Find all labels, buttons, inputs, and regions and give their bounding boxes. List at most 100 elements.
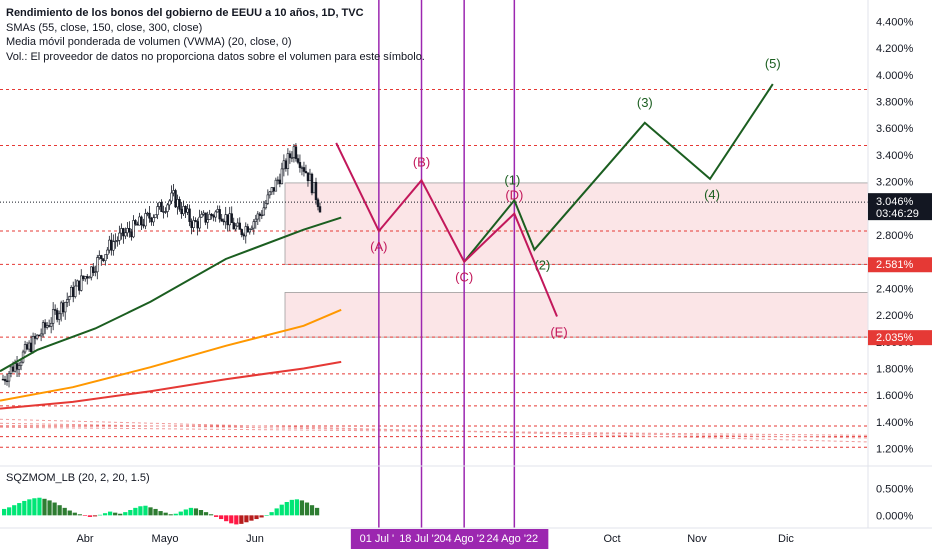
candle-body <box>202 212 205 215</box>
price-badge <box>868 193 932 221</box>
osc-bar <box>259 515 264 518</box>
candle-body <box>9 366 13 374</box>
x-tick-label: Jun <box>246 533 264 545</box>
candle-body <box>296 158 300 163</box>
candle-body <box>178 199 181 210</box>
candle-body <box>80 275 83 291</box>
candle-body <box>318 206 322 213</box>
candle-body <box>78 280 81 291</box>
candle-body <box>23 344 27 353</box>
candle-body <box>240 229 243 235</box>
candle-body <box>186 208 189 213</box>
candle-body <box>146 212 149 215</box>
oscillator-label: SQZMOM_LB (20, 2, 20, 1.5) <box>6 472 150 484</box>
wave-label: (D) <box>505 188 523 203</box>
candle-body <box>166 204 169 212</box>
candle-body <box>152 217 155 223</box>
candle-body <box>11 366 15 372</box>
candle-body <box>160 202 163 212</box>
osc-bar <box>108 511 113 516</box>
trend-line-1 <box>0 422 869 439</box>
price-badge-countdown: 03:46:29 <box>876 208 919 220</box>
osc-bar <box>309 505 315 516</box>
candle-body <box>92 266 95 273</box>
level-badge <box>868 257 932 273</box>
highlight-date-label: 24 Ago '22 <box>487 533 539 545</box>
osc-bar <box>198 510 204 516</box>
candle-body <box>222 220 225 223</box>
candle-body <box>142 224 145 227</box>
candle-body <box>310 173 314 194</box>
candle-body <box>45 325 49 328</box>
wave-label: (1) <box>504 172 520 187</box>
candle-body <box>104 254 107 262</box>
candle-body <box>250 227 253 230</box>
candle-body <box>1 378 5 381</box>
osc-bar <box>183 509 188 516</box>
candle-body <box>39 333 43 337</box>
osc-bar <box>67 510 72 516</box>
candle-body <box>31 336 35 352</box>
candle-body <box>298 162 302 168</box>
osc-bar <box>42 498 47 516</box>
candle-body <box>300 167 304 169</box>
candle-body <box>74 285 77 297</box>
osc-bar <box>17 503 22 516</box>
x-tick-label: Oct <box>603 533 620 545</box>
osc-bar <box>47 500 52 516</box>
osc-bar <box>163 512 168 516</box>
candle-body <box>41 322 45 335</box>
candle-body <box>106 249 109 255</box>
candle-body <box>140 216 143 226</box>
candle-body <box>102 258 105 262</box>
y-tick-label: 2.800% <box>876 230 914 242</box>
candle-body <box>208 213 211 220</box>
candle-body <box>148 212 151 219</box>
candle-body <box>59 302 63 315</box>
candle-body <box>17 365 21 370</box>
candle-body <box>158 202 161 207</box>
osc-bar <box>299 500 305 516</box>
osc-bar <box>203 512 209 516</box>
candle-body <box>246 226 249 233</box>
candle-body <box>53 309 57 311</box>
osc-bar <box>173 513 178 516</box>
osc-bar <box>219 515 224 520</box>
osc-bar <box>178 511 183 516</box>
candle-body <box>236 222 239 227</box>
osc-bar <box>269 512 274 516</box>
candle-body <box>130 231 133 238</box>
osc-bar <box>264 515 269 516</box>
wave-label: (C) <box>455 270 473 285</box>
osc-bar <box>143 505 148 516</box>
candle-body <box>282 160 286 170</box>
x-tick-label: Nov <box>687 533 707 545</box>
candle-body <box>170 192 173 202</box>
osc-bar <box>118 513 123 516</box>
y-tick-label: 2.400% <box>876 283 914 295</box>
indicator-sma: SMAs (55, close, 150, close, 300, close) <box>6 21 203 34</box>
candle-body <box>274 179 278 192</box>
osc-bar <box>7 507 12 516</box>
osc-bar <box>168 514 173 516</box>
sma-line-2 <box>0 360 342 410</box>
candle-body <box>138 216 141 226</box>
candle-body <box>49 322 53 327</box>
osc-bar <box>274 508 279 516</box>
candle-body <box>122 228 125 237</box>
candle-body <box>114 240 117 243</box>
osc-tick-label: 0.500% <box>876 484 914 496</box>
wave-path-0 <box>463 83 774 263</box>
candle-body <box>29 342 33 352</box>
candle-body <box>136 223 139 226</box>
level-badge-value: 2.581% <box>876 259 914 271</box>
osc-bar <box>72 512 77 516</box>
osc-bar <box>193 508 199 516</box>
osc-bar <box>12 505 17 516</box>
candle-body <box>94 271 97 273</box>
candle-body <box>244 226 247 237</box>
wave-label: (B) <box>413 154 430 169</box>
candle-body <box>68 296 71 300</box>
candle-body <box>66 299 69 303</box>
x-tick-label: Dic <box>778 533 794 545</box>
